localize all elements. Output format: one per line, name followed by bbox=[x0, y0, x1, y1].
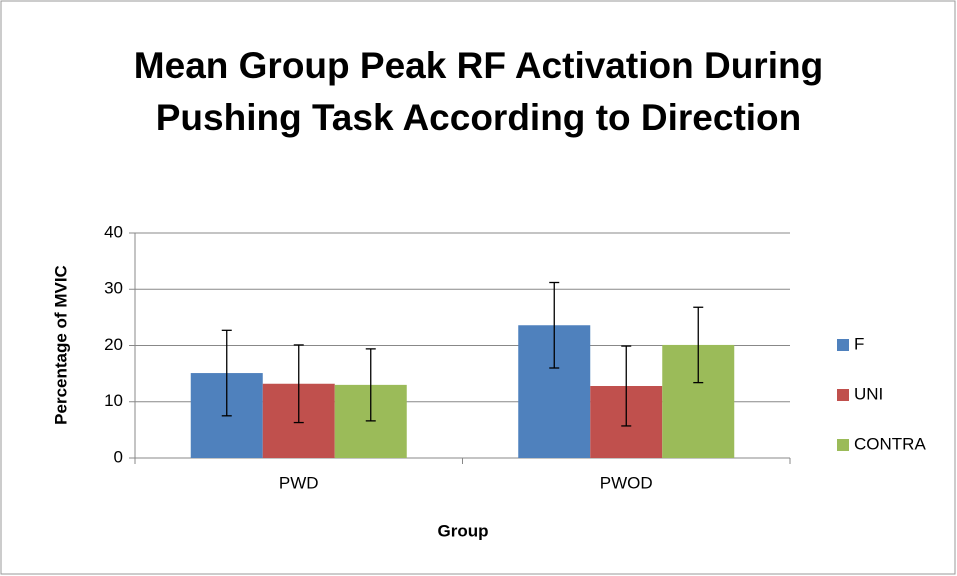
legend-swatch bbox=[837, 439, 849, 451]
legend-label: F bbox=[854, 334, 864, 353]
legend-swatch bbox=[837, 389, 849, 401]
chart-title: Mean Group Peak RF Activation During Pus… bbox=[133, 45, 824, 138]
legend-label: UNI bbox=[854, 384, 883, 403]
y-tick-label: 20 bbox=[104, 335, 123, 354]
y-tick-label: 40 bbox=[104, 222, 123, 241]
x-axis-label: Group bbox=[438, 521, 489, 540]
error-bar bbox=[293, 344, 304, 424]
error-bar bbox=[221, 329, 232, 417]
y-axis-label: Percentage of MVIC bbox=[51, 265, 70, 425]
x-tick-label: PWOD bbox=[600, 473, 653, 492]
x-tick-label: PWD bbox=[279, 473, 319, 492]
error-bar bbox=[621, 345, 632, 427]
error-bar bbox=[365, 348, 376, 422]
y-tick-label: 0 bbox=[114, 447, 123, 466]
error-bar bbox=[549, 281, 560, 369]
error-bar bbox=[693, 306, 704, 384]
y-tick-label: 10 bbox=[104, 391, 123, 410]
y-tick-label: 30 bbox=[104, 279, 123, 298]
legend-swatch bbox=[837, 339, 849, 351]
legend-label: CONTRA bbox=[854, 434, 926, 453]
